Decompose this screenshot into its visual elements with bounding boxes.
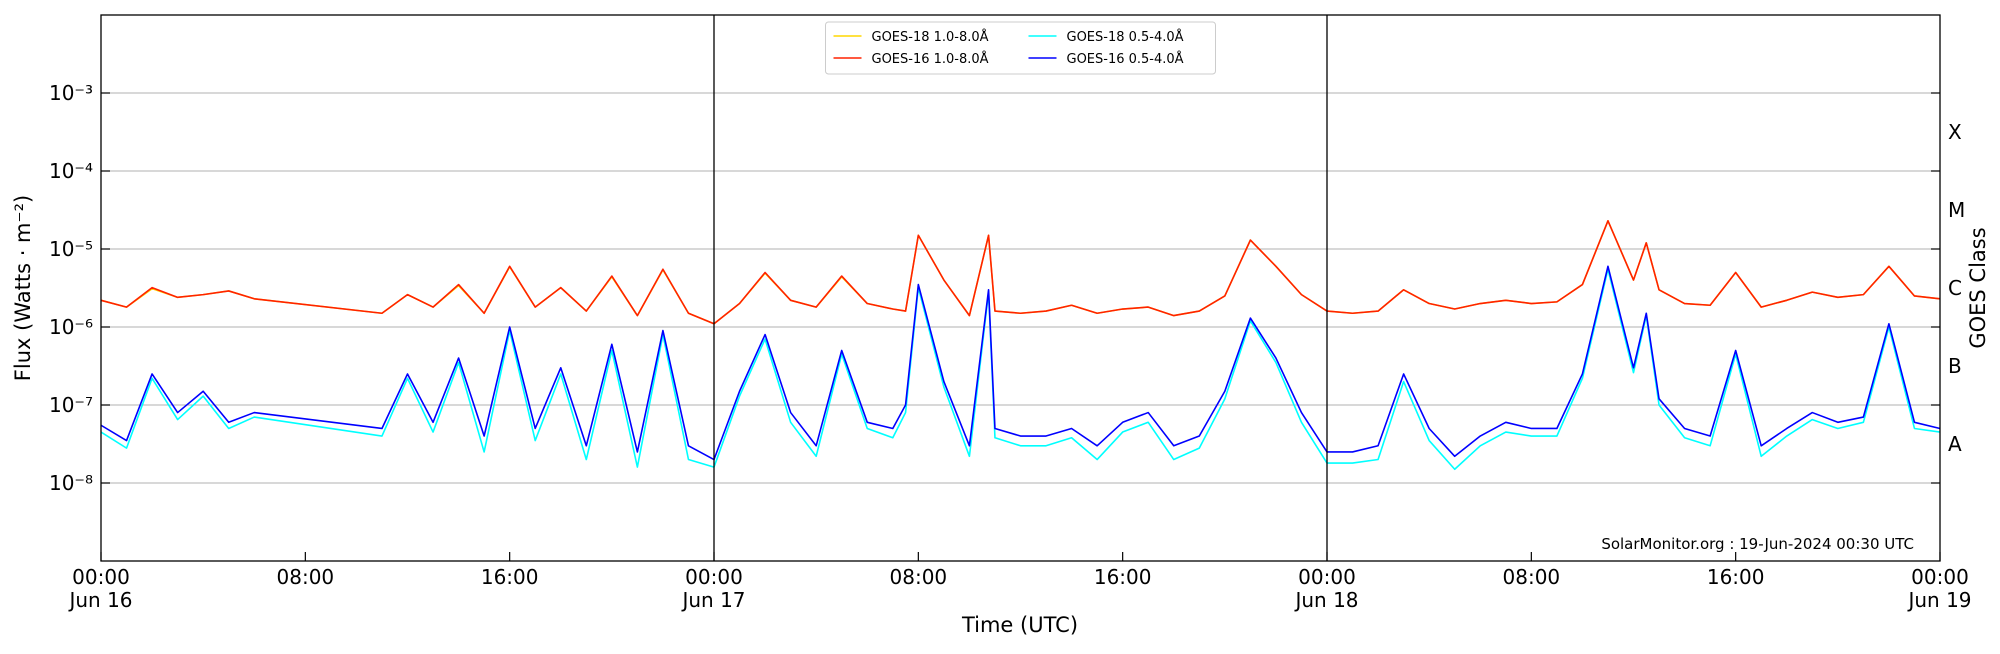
x-tick-label: 08:00: [277, 565, 335, 589]
y-tick-label: 10⁻⁶: [49, 315, 93, 339]
x-date-label: Jun 17: [680, 588, 745, 612]
y-axis-label: Flux (Watts · m⁻²): [11, 195, 35, 381]
x-tick-label: 16:00: [1707, 565, 1765, 589]
grid: [101, 92, 1940, 484]
legend-box: [825, 21, 1216, 75]
series-line: [100, 265, 1941, 461]
y-tick-label: 10⁻⁷: [49, 393, 93, 417]
x-tick-label: 00:00: [1298, 565, 1356, 589]
x-tick-label: 00:00: [72, 565, 130, 589]
legend-label: GOES-16 1.0-8.0Å: [872, 51, 989, 67]
annotation: SolarMonitor.org : 19-Jun-2024 00:30 UTC: [1601, 535, 1914, 553]
x-tick-label: 00:00: [685, 565, 743, 589]
series-lines: [100, 219, 1941, 471]
goes-class-label: B: [1948, 354, 1962, 378]
goes-class-label: C: [1948, 276, 1962, 300]
plot-frame: [100, 14, 1941, 562]
y-tick-label: 10⁻⁸: [49, 471, 93, 495]
x-axis-label: Time (UTC): [961, 613, 1078, 637]
x-tick-label: 08:00: [1503, 565, 1561, 589]
x-tick-label: 08:00: [890, 565, 948, 589]
legend-label: GOES-18 1.0-8.0Å: [872, 29, 989, 45]
legend-label: GOES-18 0.5-4.0Å: [1067, 29, 1184, 45]
y-tick-label: 10⁻⁵: [49, 237, 93, 261]
x-tick-label: 16:00: [1094, 565, 1152, 589]
x-tick-label: 00:00: [1911, 565, 1969, 589]
legend-label: GOES-16 0.5-4.0Å: [1067, 51, 1184, 67]
goes-class-label: A: [1948, 432, 1962, 456]
x-date-label: Jun 18: [1293, 588, 1358, 612]
y-tick-label: 10⁻³: [49, 81, 93, 105]
goes-class-label: M: [1948, 198, 1965, 222]
series-line: [100, 219, 1941, 325]
axes: 10⁻⁸ 10⁻⁷ 10⁻⁶ 10⁻⁵ 10⁻⁴ 10⁻³ 00:00 08:00 16:00 0…: [49, 15, 1972, 612]
legend: GOES-18 1.0-8.0Å GOES-16 1.0-8.0Å GOES-18 …: [825, 21, 1216, 75]
x-date-label: Jun 16: [67, 588, 132, 612]
x-tick-label: 16:00: [481, 565, 539, 589]
x-date-label: Jun 19: [1906, 588, 1971, 612]
y2-axis-label: GOES Class: [1966, 227, 1990, 348]
goes-class-label: X: [1948, 120, 1962, 144]
y-tick-label: 10⁻⁴: [49, 159, 93, 183]
